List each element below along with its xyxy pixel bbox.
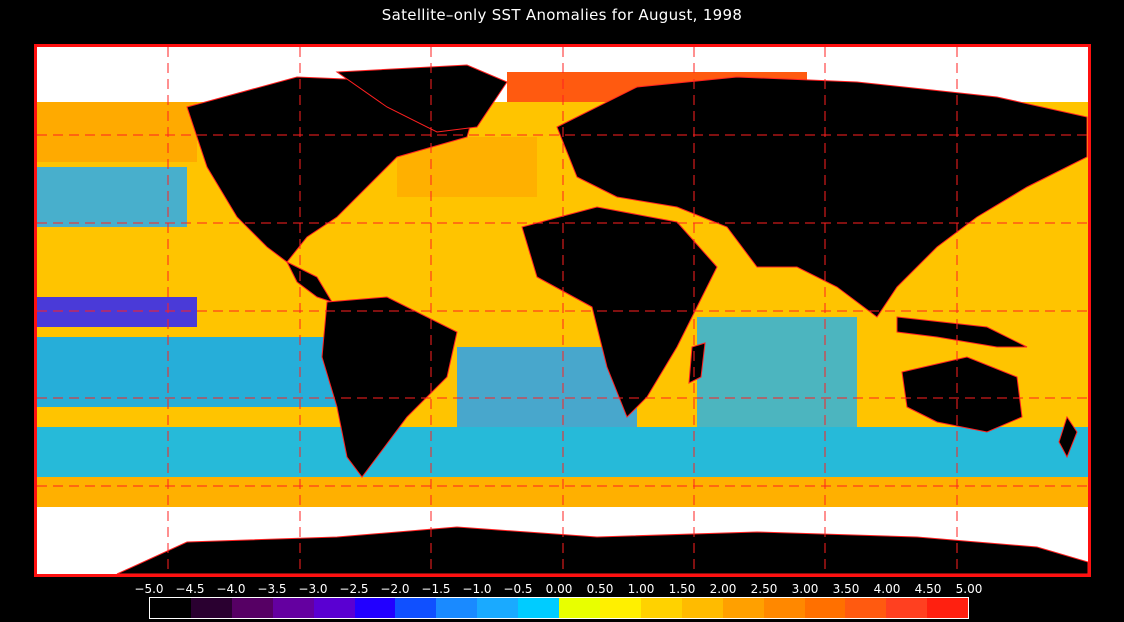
colorbar-swatch [518, 598, 560, 618]
africa-land [521, 206, 718, 418]
north-pacific-band [37, 102, 197, 162]
colorbar [149, 597, 969, 619]
colorbar-swatch [599, 598, 641, 618]
equatorial-cold-tongue [37, 297, 197, 327]
indian-ocean-cool [697, 317, 857, 427]
greenland-land [335, 64, 508, 133]
colorbar-tick-label: −0.5 [503, 582, 533, 596]
antarctica-land [116, 526, 1088, 574]
colorbar-tick-label: 4.00 [873, 582, 901, 596]
colorbar-tick-label: 3.50 [832, 582, 860, 596]
south-america-land [321, 296, 458, 478]
colorbar-swatch [845, 598, 887, 618]
colorbar-swatch [886, 598, 928, 618]
colorbar-swatch [722, 598, 764, 618]
colorbar-swatch [681, 598, 723, 618]
land-masses [116, 64, 1088, 574]
colorbar-tick-label: 5.00 [955, 582, 983, 596]
new-zealand-land [1058, 415, 1078, 459]
australia-land [901, 356, 1023, 433]
colorbar-tick-label: −1.5 [421, 582, 451, 596]
colorbar-tick-label: −1.0 [462, 582, 492, 596]
colorbar-tick-label: −5.0 [134, 582, 164, 596]
colorbar-tick-labels: −5.0 −4.5 −4.0 −3.5 −3.0 −2.5 −2.0 −1.5 −1.0 −0.5… [0, 582, 1124, 596]
colorbar-swatch [804, 598, 846, 618]
colorbar-tick-label: 3.00 [791, 582, 819, 596]
colorbar-tick-label: −3.5 [257, 582, 287, 596]
eurasia-land [556, 76, 1088, 318]
central-america-land [285, 260, 334, 303]
colorbar-tick-label: 2.00 [709, 582, 737, 596]
colorbar-tick-label: −4.5 [175, 582, 205, 596]
southeast-asia-islands [896, 316, 1028, 348]
colorbar-tick-label: 4.50 [914, 582, 942, 596]
colorbar-swatch [927, 598, 969, 618]
colorbar-swatch [190, 598, 232, 618]
colorbar-swatch [559, 598, 600, 618]
madagascar-land [688, 342, 706, 384]
colorbar-tick-label: 2.50 [750, 582, 778, 596]
colorbar-swatch [436, 598, 478, 618]
colorbar-swatch [313, 598, 355, 618]
graticule [37, 47, 1088, 574]
colorbar-tick-label: −2.0 [380, 582, 410, 596]
colorbar-swatch [395, 598, 437, 618]
colorbar-swatch [477, 598, 519, 618]
colorbar-tick-label: −4.0 [216, 582, 246, 596]
colorbar-swatch [640, 598, 682, 618]
colorbar-swatch [150, 598, 191, 618]
colorbar-tick-label: 1.00 [627, 582, 655, 596]
colorbar-tick-label: 0.00 [545, 582, 573, 596]
south-pacific-cool [37, 337, 337, 407]
map-title: Satellite–only SST Anomalies for August,… [381, 6, 743, 24]
colorbar-swatch [354, 598, 396, 618]
colorbar-tick-label: 0.50 [586, 582, 614, 596]
colorbar-swatch [231, 598, 273, 618]
colorbar-swatch [763, 598, 805, 618]
colorbar-tick-label: −2.5 [339, 582, 369, 596]
sst-anomaly-map [34, 44, 1091, 577]
colorbar-swatch [272, 598, 314, 618]
colorbar-tick-label: −3.0 [298, 582, 328, 596]
colorbar-tick-label: 1.50 [668, 582, 696, 596]
cool-band-west [37, 167, 187, 227]
